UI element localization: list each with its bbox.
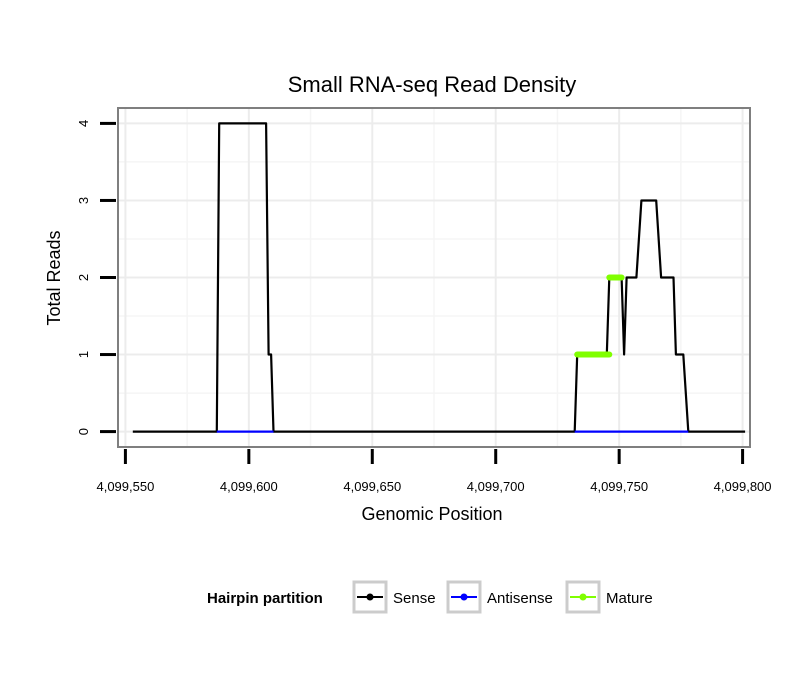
x-tick-label: 4,099,700 — [467, 479, 525, 494]
series-layer — [132, 122, 746, 433]
x-axis-title: Genomic Position — [361, 504, 502, 524]
legend-item-antisense: Antisense — [446, 580, 553, 614]
y-axis-title: Total Reads — [44, 230, 64, 325]
y-tick-label: 1 — [76, 351, 91, 358]
x-tick-label: 4,099,550 — [96, 479, 154, 494]
x-tick-label: 4,099,600 — [220, 479, 278, 494]
legend-label: Sense — [393, 590, 436, 607]
series-sense-line — [132, 122, 746, 433]
y-tick-label: 3 — [76, 197, 91, 204]
x-tick-label: 4,099,800 — [714, 479, 772, 494]
legend: Hairpin partition Sense Antisense Mature — [207, 580, 653, 614]
y-tick-label: 2 — [76, 274, 91, 281]
legend-key-point — [460, 593, 468, 601]
x-axis: 4,099,550 4,099,600 4,099,650 4,099,700 4,09… — [96, 449, 772, 494]
legend-key-point — [366, 593, 374, 601]
chart-title: Small RNA-seq Read Density — [288, 72, 577, 97]
legend-label: Antisense — [487, 590, 553, 607]
y-axis: 0 1 2 3 4 — [76, 120, 116, 435]
y-tick-label: 0 — [76, 428, 91, 435]
x-tick-label: 4,099,750 — [590, 479, 648, 494]
legend-item-mature: Mature — [565, 580, 653, 614]
legend-key-point — [579, 593, 587, 601]
plot-border — [117, 107, 751, 448]
x-tick-label: 4,099,650 — [343, 479, 401, 494]
legend-label: Mature — [606, 590, 653, 607]
y-tick-label: 4 — [76, 120, 91, 127]
legend-item-sense: Sense — [352, 580, 436, 614]
legend-title: Hairpin partition — [207, 590, 323, 607]
